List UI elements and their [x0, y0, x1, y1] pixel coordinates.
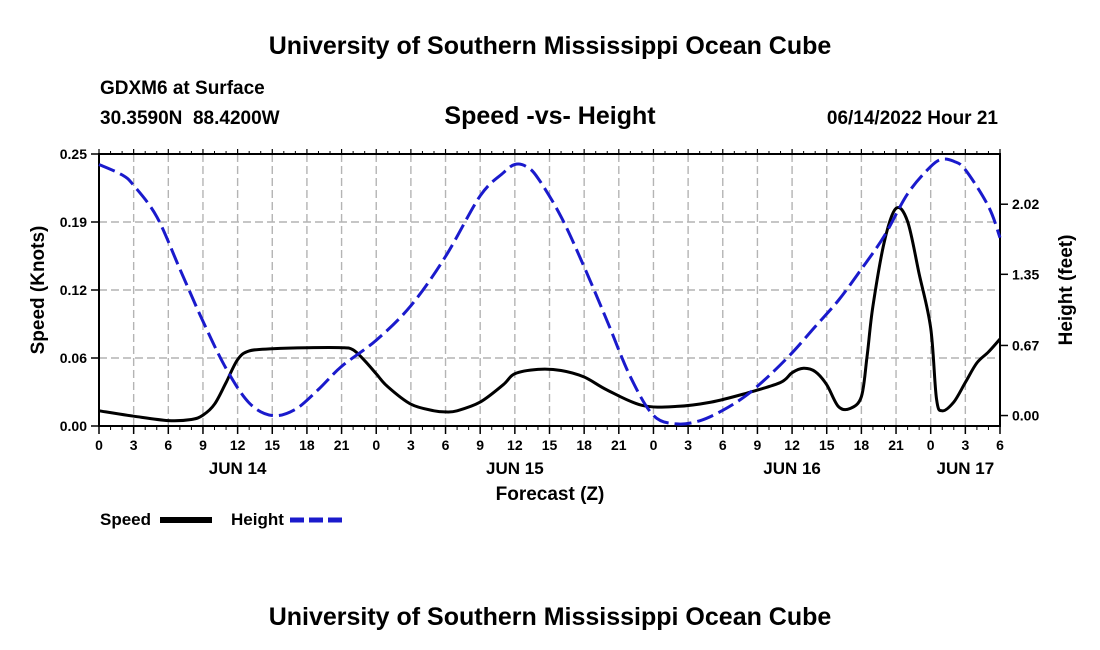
x-tick-label: 21	[888, 437, 904, 453]
x-tick-label: 21	[334, 437, 350, 453]
x-tick-label: 6	[719, 437, 727, 453]
x-tick-label: 18	[299, 437, 315, 453]
x-tick-label: 3	[961, 437, 969, 453]
y-right-tick-label: 0.00	[1012, 408, 1039, 424]
x-tick-label: 3	[130, 437, 138, 453]
x-tick-label: 0	[927, 437, 935, 453]
x-tick-label: 3	[684, 437, 692, 453]
day-label: JUN 17	[937, 459, 995, 478]
series-layer	[98, 157, 1002, 426]
grid	[99, 154, 1000, 426]
y-right-tick-label: 1.35	[1012, 266, 1039, 282]
x-tick-label: 21	[611, 437, 627, 453]
day-label: JUN 15	[486, 459, 544, 478]
station-label: GDXM6 at Surface	[100, 78, 265, 99]
x-tick-label: 18	[854, 437, 870, 453]
y-left-tick-label: 0.12	[60, 282, 87, 298]
x-tick-label: 15	[819, 437, 835, 453]
y-axis-left-label: Speed (Knots)	[28, 226, 49, 355]
forecast-datetime: 06/14/2022 Hour 21	[827, 108, 999, 129]
x-tick-label: 18	[576, 437, 592, 453]
y-left-tick-label: 0.00	[60, 418, 87, 434]
x-tick-label: 6	[996, 437, 1004, 453]
x-tick-label: 6	[164, 437, 172, 453]
page-title: University of Southern Mississippi Ocean…	[269, 32, 832, 60]
axis-ticks: 0 3 6 9 12 15 18 21 0 3 6 9 12 15 18 21 0 3 6 9 12 15 18 21 0 3 6J…	[60, 146, 1040, 478]
speed-series-line	[98, 206, 1002, 423]
x-tick-label: 15	[542, 437, 558, 453]
y-left-tick-label: 0.19	[60, 214, 87, 230]
y-right-tick-label: 2.02	[1012, 196, 1039, 212]
legend-speed-label: Speed	[100, 510, 151, 529]
chart-title: Speed -vs- Height	[444, 102, 656, 130]
x-tick-label: 9	[754, 437, 762, 453]
x-tick-label: 6	[442, 437, 450, 453]
y-left-tick-label: 0.25	[60, 146, 87, 162]
y-axis-right-label: Height (feet)	[1056, 235, 1077, 346]
x-tick-label: 12	[507, 437, 523, 453]
x-tick-label: 12	[230, 437, 246, 453]
legend: Speed Height	[100, 510, 342, 529]
height-series-line	[98, 157, 1002, 426]
x-tick-label: 15	[264, 437, 280, 453]
y-right-tick-label: 0.67	[1012, 337, 1039, 353]
x-axis-label: Forecast (Z)	[496, 484, 605, 505]
x-tick-label: 0	[372, 437, 380, 453]
coordinates-label: 30.3590N 88.4200W	[100, 108, 280, 129]
footer-title: University of Southern Mississippi Ocean…	[269, 603, 832, 631]
x-tick-label: 0	[95, 437, 103, 453]
x-tick-label: 9	[199, 437, 207, 453]
x-tick-label: 3	[407, 437, 415, 453]
day-label: JUN 14	[209, 459, 267, 478]
x-tick-label: 12	[784, 437, 800, 453]
x-tick-label: 0	[650, 437, 658, 453]
y-left-tick-label: 0.06	[60, 350, 87, 366]
x-tick-label: 9	[476, 437, 484, 453]
legend-height-label: Height	[231, 510, 284, 529]
day-label: JUN 16	[763, 459, 821, 478]
